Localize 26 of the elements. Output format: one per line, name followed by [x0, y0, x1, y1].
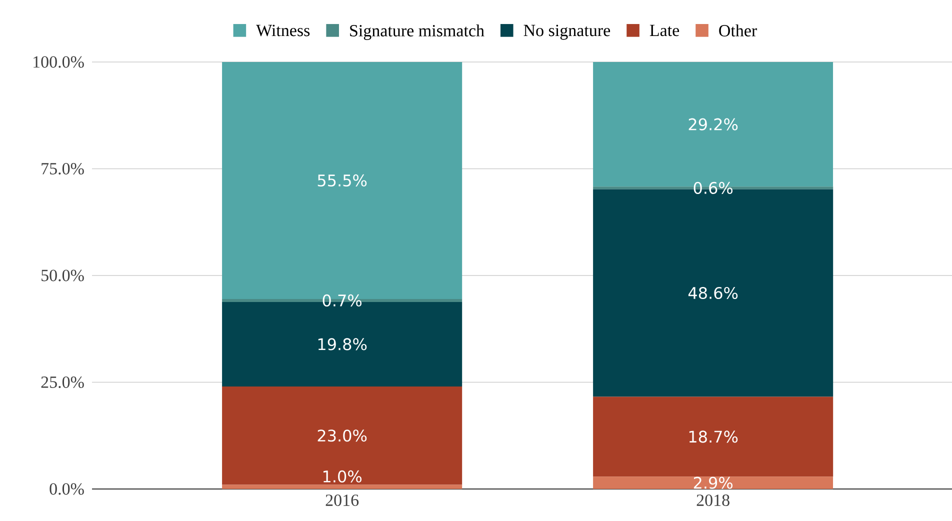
data-label: 19.8%	[318, 338, 367, 350]
legend-label: Other	[719, 24, 757, 36]
bar	[222, 386, 462, 485]
y-tick-label: 0.0%	[50, 483, 84, 495]
bar	[222, 484, 462, 489]
data-label: 18.7%	[689, 430, 738, 443]
y-tick-label: 50.0%	[42, 270, 84, 282]
y-tick-label: 75.0%	[42, 162, 84, 175]
data-label: 0.6%	[694, 182, 733, 194]
legend-label: Witness	[256, 24, 310, 36]
data-label: 0.7%	[322, 294, 362, 307]
x-tick-label: 2018	[696, 494, 730, 506]
bar	[593, 476, 834, 489]
data-label: 23.0%	[318, 430, 367, 442]
data-label: 55.5%	[318, 174, 367, 187]
bar	[593, 396, 834, 477]
data-label: 2.9%	[694, 476, 733, 489]
data-label: 1.0%	[324, 470, 362, 483]
data-label: 29.2%	[688, 118, 738, 130]
x-tick-label: 2016	[326, 494, 359, 506]
legend-label: Late	[650, 24, 680, 36]
y-tick-label: 100.0%	[34, 56, 84, 68]
y-tick-label: 25.0%	[41, 376, 84, 388]
legend-label: Signature mismatch	[350, 24, 484, 40]
data-label: 48.6%	[688, 286, 738, 300]
legend-label: No signature	[524, 24, 610, 40]
